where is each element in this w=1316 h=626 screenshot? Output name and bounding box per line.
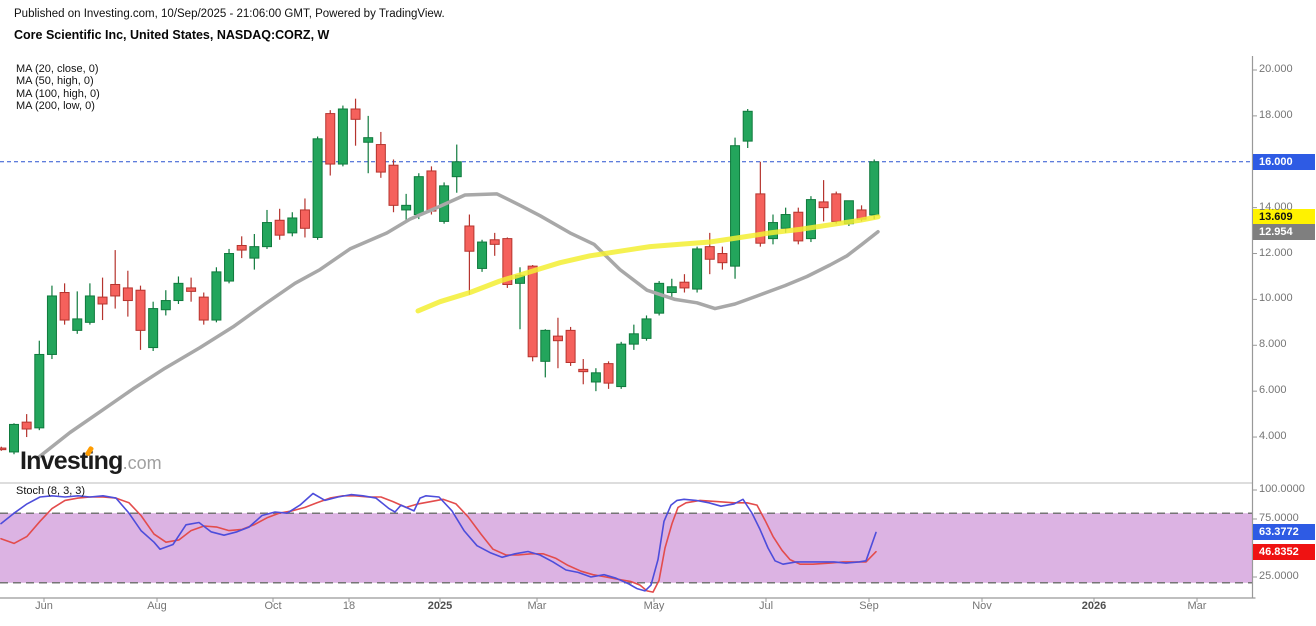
stoch-k-value-badge: 63.3772 — [1253, 524, 1315, 541]
stoch-band — [0, 513, 1252, 583]
price-tick-label: 6.000 — [1259, 384, 1287, 397]
stoch-indicator-label: Stoch (8, 3, 3) — [16, 485, 86, 497]
ma-legend: MA (20, close, 0) MA (50, high, 0) MA (100… — [16, 63, 100, 113]
stoch-tick-label: 25.0000 — [1259, 570, 1299, 582]
time-tick-label: Sep — [859, 600, 879, 612]
time-tick-label: May — [643, 600, 665, 612]
stoch-d-value-badge: 46.8352 — [1253, 543, 1315, 560]
page-title: Core Scientific Inc, United States, NASD… — [14, 28, 330, 42]
price-tick-label: 8.000 — [1259, 338, 1287, 351]
ma-label: MA (50, high, 0) — [16, 75, 94, 88]
last-price-badge: 16.000 — [1253, 153, 1315, 170]
time-tick-label: Nov — [972, 600, 992, 612]
price-tick-label: 18.000 — [1259, 108, 1293, 121]
watermark-accent-icon: i — [87, 447, 94, 475]
stoch-tick-label: 100.0000 — [1259, 483, 1305, 495]
time-tick-label: Oct — [264, 600, 282, 612]
ma-label: MA (200, low, 0) — [16, 100, 95, 113]
time-tick-label: Mar — [527, 600, 547, 612]
ma-label: MA (100, high, 0) — [16, 87, 100, 100]
time-tick-label: 2026 — [1081, 600, 1107, 612]
stoch-tick-label: 75.0000 — [1259, 512, 1299, 524]
price-tick-label: 12.000 — [1259, 246, 1293, 259]
time-tick-label: Jul — [758, 600, 774, 612]
ma-gray-value-badge: 12.954 — [1253, 223, 1315, 240]
ma-yellow-value-badge: 13.609 — [1253, 208, 1315, 225]
price-tick-label: 10.000 — [1259, 292, 1293, 305]
investing-watermark: Investing.com — [20, 447, 162, 476]
time-tick-label: 18 — [342, 600, 356, 612]
published-line: Published on Investing.com, 10/Sep/2025 … — [14, 8, 445, 20]
price-tick-label: 4.000 — [1259, 430, 1287, 443]
time-tick-label: 2025 — [427, 600, 453, 612]
candlestick-series — [0, 98, 880, 455]
price-tick-label: 14.000 — [1259, 200, 1293, 213]
price-tick-label: 20.000 — [1259, 63, 1293, 75]
time-tick-label: Aug — [147, 600, 167, 612]
time-tick-label: Jun — [35, 600, 53, 612]
watermark-brand: Investing — [20, 447, 123, 475]
time-tick-label: Mar — [1187, 600, 1207, 612]
ma-label: MA (20, close, 0) — [16, 63, 99, 75]
watermark-suffix: .com — [122, 453, 162, 473]
